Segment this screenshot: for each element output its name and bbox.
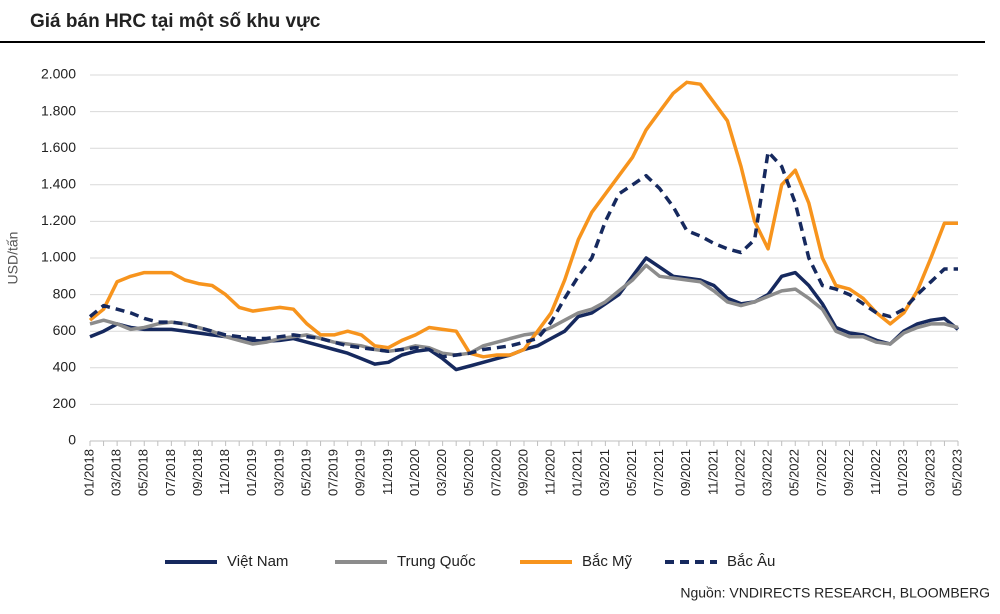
x-tick-label: 11/2018	[217, 449, 232, 495]
x-tick-label: 05/2019	[298, 449, 313, 496]
x-tick-label: 07/2022	[814, 449, 829, 496]
y-tick-label: 800	[53, 285, 77, 301]
x-tick-label: 05/2022	[787, 449, 802, 496]
x-tick-label: 11/2020	[543, 449, 558, 495]
y-tick-label: 0	[68, 432, 76, 448]
legend-label: Việt Nam	[227, 553, 288, 570]
x-tick-label: 03/2019	[271, 449, 286, 496]
x-tick-label: 01/2018	[81, 449, 96, 496]
x-tick-label: 01/2021	[570, 449, 585, 496]
x-tick-label: 05/2021	[624, 449, 639, 496]
x-tick-label: 09/2019	[353, 449, 368, 496]
x-tick-label: 03/2021	[597, 449, 612, 496]
x-tick-label: 03/2022	[760, 449, 775, 496]
y-axis-label: USD/tấn	[5, 232, 21, 285]
series-line	[89, 263, 959, 357]
y-tick-label: 200	[53, 395, 77, 411]
x-tick-label: 11/2019	[380, 449, 395, 495]
x-tick-label: 01/2023	[895, 449, 910, 496]
y-tick-label: 2.000	[41, 66, 76, 82]
y-tick-label: 1.200	[41, 212, 76, 228]
y-tick-label: 600	[53, 322, 77, 338]
x-tick-label: 07/2020	[488, 449, 503, 496]
x-tick-label: 05/2020	[461, 449, 476, 496]
x-tick-label: 09/2022	[841, 449, 856, 496]
x-tick-label: 05/2023	[949, 449, 964, 496]
x-tick-label: 07/2021	[651, 449, 666, 496]
x-tick-label: 07/2019	[326, 449, 341, 496]
x-tick-label: 01/2020	[407, 449, 422, 496]
x-tick-label: 03/2020	[434, 449, 449, 496]
x-tick-label: 09/2020	[515, 449, 530, 496]
chart-title: Giá bán HRC tại một số khu vực	[30, 11, 321, 32]
x-tick-label: 11/2021	[705, 449, 720, 495]
legend-label: Bắc Âu	[727, 553, 775, 570]
series-line	[88, 150, 958, 359]
x-tick-label: 01/2019	[244, 449, 259, 496]
legend-label: Bắc Mỹ	[582, 553, 633, 570]
y-tick-label: 1.800	[41, 102, 76, 118]
y-tick-label: 400	[53, 359, 77, 375]
source: Nguồn: VNDIRECTS RESEARCH, BLOOMBERG	[680, 585, 990, 601]
y-tick-label: 1.000	[41, 249, 76, 265]
y-tick-label: 1.600	[41, 139, 76, 155]
x-tick-label: 09/2021	[678, 449, 693, 496]
x-tick-label: 01/2022	[732, 449, 747, 496]
legend-label: Trung Quốc	[397, 553, 476, 570]
x-tick-label: 05/2018	[136, 449, 151, 496]
x-tick-label: 03/2023	[922, 449, 937, 496]
series-line	[89, 256, 960, 372]
x-tick-label: 11/2022	[868, 449, 883, 495]
x-tick-label: 07/2018	[163, 449, 178, 496]
x-tick-label: 03/2018	[109, 449, 124, 496]
series-line	[88, 80, 958, 359]
y-tick-label: 1.400	[41, 176, 76, 192]
x-tick-label: 09/2018	[190, 449, 205, 496]
